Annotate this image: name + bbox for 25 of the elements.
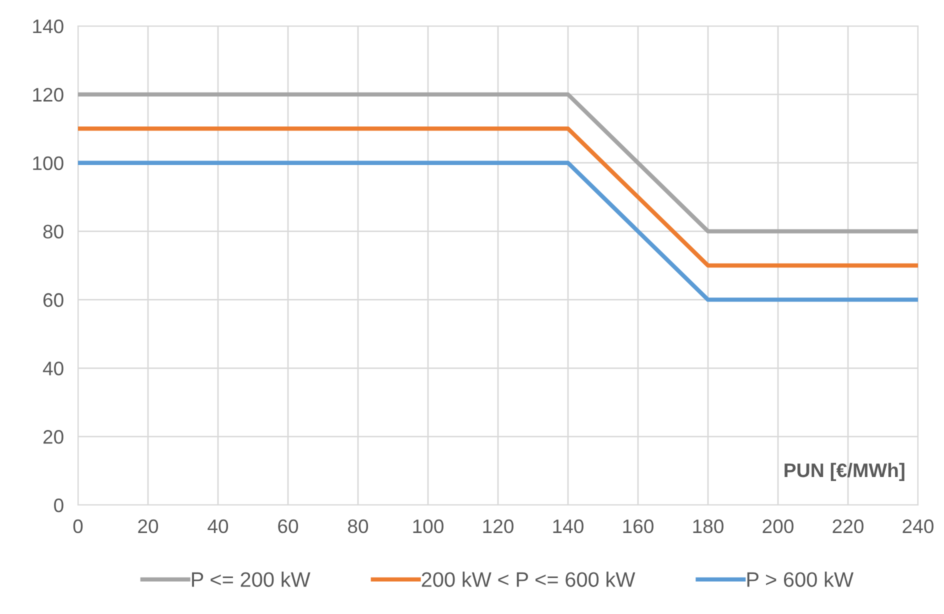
x-tick-label: 80 <box>348 519 368 534</box>
x-tick-label: 120 <box>483 519 514 534</box>
y-tick-label: 120 <box>33 88 64 102</box>
x-tick-label: 180 <box>693 519 724 534</box>
legend-label: P > 600 kW <box>747 572 854 587</box>
y-tick-label: 20 <box>43 430 64 444</box>
x-tick-label: 20 <box>138 519 158 534</box>
x-tick-label: 40 <box>208 519 228 534</box>
legend-label: 200 kW < P <= 600 kW <box>422 572 636 587</box>
legend-label: P <= 200 kW <box>192 572 310 587</box>
x-tick-label: 240 <box>902 519 934 534</box>
y-tick-label: 40 <box>42 362 64 376</box>
x-axis-title: PUN [€/MWh] <box>784 462 904 482</box>
y-tick-label: 80 <box>43 224 64 239</box>
y-tick-label: 0 <box>54 498 64 512</box>
x-tick-label: 220 <box>832 519 864 534</box>
y-tick-label: 140 <box>33 19 64 34</box>
x-tick-label: 140 <box>553 519 584 534</box>
x-tick-label: 0 <box>73 519 83 534</box>
x-tick-label: 200 <box>762 519 794 534</box>
x-tick-label: 60 <box>278 519 298 534</box>
x-tick-label: 100 <box>413 519 444 534</box>
x-tick-label: 160 <box>623 519 654 534</box>
y-tick-label: 60 <box>43 293 64 307</box>
y-tick-label: 100 <box>33 156 64 170</box>
